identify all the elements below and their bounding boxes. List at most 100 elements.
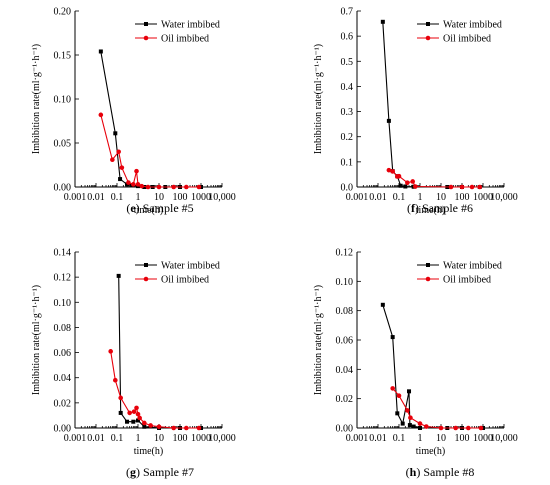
x-tick-label: 1 [418, 433, 423, 444]
y-axis-title: Imbibition rate(ml·g⁻¹·h⁻¹) [313, 44, 324, 154]
y-tick-label: 0.15 [54, 51, 72, 62]
y-tick-label: 0.08 [54, 323, 72, 334]
x-tick-label: 100 [455, 192, 470, 203]
data-point-circle [478, 425, 484, 431]
y-tick-label: 0.2 [341, 132, 354, 143]
data-point-square [403, 184, 408, 189]
y-tick-label: 0.10 [336, 277, 354, 288]
data-point-square [116, 273, 121, 278]
data-point-square [136, 418, 140, 423]
data-point-circle [145, 184, 151, 190]
series-oil [390, 386, 484, 431]
data-point-square [380, 302, 385, 307]
y-tick-label: 0.04 [54, 373, 72, 384]
data-point-square [398, 183, 403, 188]
legend-label: Water imbibed [161, 20, 220, 31]
data-point-circle [477, 184, 483, 190]
y-tick-label: 0.00 [336, 424, 354, 435]
data-point-circle [424, 424, 429, 429]
legend-marker-circle [143, 276, 149, 282]
data-point-circle [135, 411, 141, 417]
y-tick-label: 0.06 [54, 348, 72, 359]
x-axis-title: time(h) [134, 446, 163, 457]
legend-entry: Water imbibed [135, 20, 220, 31]
series-oil [98, 112, 202, 190]
data-point-circle [184, 425, 189, 431]
legend-label: Oil imbibed [443, 275, 491, 286]
panel-caption: (f) Sample #6 [407, 201, 473, 215]
y-tick-label: 0.00 [54, 183, 72, 194]
data-point-circle [127, 410, 132, 416]
series-oil [386, 167, 483, 190]
data-point-circle [108, 349, 113, 354]
series-line [392, 388, 481, 429]
x-tick-label: 1000 [473, 433, 493, 444]
data-point-circle [142, 420, 147, 426]
data-point-circle [137, 415, 142, 421]
data-point-square [411, 424, 416, 429]
data-point-circle [148, 423, 153, 428]
x-axis-title: time(h) [416, 446, 445, 457]
series-line [382, 304, 483, 429]
y-tick-label: 0.1 [341, 157, 354, 168]
x-tick-label: 0.01 [87, 433, 105, 444]
x-tick-label: 100 [173, 433, 188, 444]
x-tick-label: 10,000 [490, 433, 518, 444]
x-tick-label: 0.1 [111, 433, 124, 444]
data-point-circle [408, 415, 413, 421]
x-axis-title: time(h) [134, 205, 163, 216]
data-point-circle [438, 425, 444, 431]
x-tick-label: 0.1 [111, 192, 124, 203]
y-tick-label: 0.10 [54, 298, 72, 309]
series-water [116, 273, 203, 430]
legend-label: Water imbibed [443, 261, 502, 272]
series-line [118, 275, 201, 429]
chart-panel-1: 0.000.050.100.150.200.001 0.01 0.1 1 10 100 10… [31, 7, 236, 217]
x-tick-label: 0.1 [393, 192, 406, 203]
data-point-circle [448, 184, 454, 190]
y-tick-label: 0.7 [341, 7, 354, 18]
data-point-circle [469, 184, 475, 190]
legend-marker-circle [425, 35, 431, 41]
y-tick-label: 0.04 [336, 365, 354, 376]
x-tick-label: 10,000 [208, 433, 236, 444]
legend-marker-square [144, 263, 148, 267]
data-point-circle [390, 386, 395, 391]
legend-entry: Water imbibed [417, 20, 502, 31]
chart-panel-2: 0.0 0.1 0.2 0.3 0.4 0.5 0.6 0.7 0.001 0.01 0.1 1 10 1… [313, 7, 518, 217]
chart-panel-4: 0.00 0.02 0.04 0.06 0.08 0.10 0.12 0.001 0.01 0.1… [313, 248, 518, 480]
legend-label: Oil imbibed [161, 34, 209, 45]
data-point-square [418, 426, 422, 430]
y-tick-label: 0.0 [341, 183, 354, 194]
x-tick-label: 1 [136, 433, 141, 444]
legend-entry: Water imbibed [135, 261, 220, 272]
x-tick-label: 10,000 [490, 192, 518, 203]
legend-label: Water imbibed [161, 261, 220, 272]
y-tick-label: 0.20 [54, 7, 72, 18]
legend-marker-square [426, 263, 430, 267]
data-point-circle [126, 180, 131, 185]
y-axis-title: Imbibition rate(ml·g⁻¹·h⁻¹) [31, 285, 42, 395]
data-point-circle [413, 184, 418, 189]
chart-panel-3: 0.00 0.02 0.04 0.06 0.08 0.10 0.12 0.14 0.001 0.0… [31, 248, 236, 480]
data-point-square [386, 118, 391, 123]
panel-caption: (g) Sample #7 [126, 465, 194, 479]
data-point-square [400, 421, 405, 426]
data-point-square [98, 49, 103, 54]
x-tick-label: 10 [436, 192, 446, 203]
data-point-circle [196, 184, 202, 190]
data-point-circle [396, 393, 402, 399]
data-point-circle [118, 395, 123, 401]
series-oil [108, 349, 202, 431]
legend-entry: Oil imbibed [417, 275, 491, 286]
y-tick-label: 0.08 [336, 306, 354, 317]
legend-entry: Oil imbibed [135, 275, 209, 286]
series-line [382, 21, 480, 188]
series-water [380, 302, 485, 430]
data-point-circle [410, 179, 416, 184]
data-point-circle [134, 168, 139, 174]
x-tick-label: 1 [418, 192, 423, 203]
series-line [100, 51, 201, 188]
data-point-circle [405, 180, 410, 186]
data-point-circle [405, 408, 410, 413]
